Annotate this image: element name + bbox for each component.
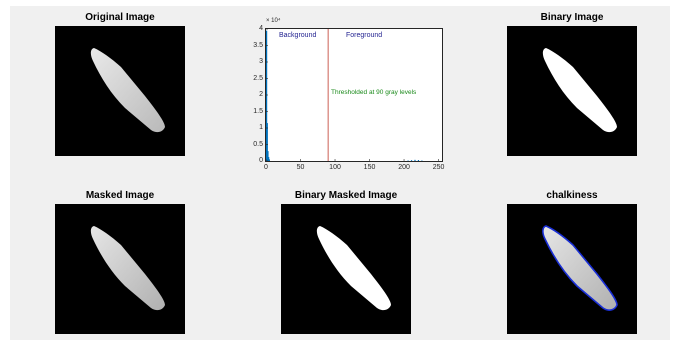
panel-masked: Masked Image xyxy=(55,190,185,334)
histogram-bar xyxy=(410,160,413,161)
x-tick-label: 150 xyxy=(363,164,376,171)
label-background: Background xyxy=(279,32,317,39)
y-tick-label: 2.5 xyxy=(253,74,263,82)
y-tick-label: 2 xyxy=(259,91,263,98)
y-tick-label: 1 xyxy=(259,124,263,131)
y-tick-label: 0 xyxy=(259,157,263,164)
panel-title-chalkiness: chalkiness xyxy=(546,190,598,201)
x-tick-label: 50 xyxy=(296,164,305,171)
y-tick-label: 3 xyxy=(259,58,263,65)
y-tick-label: 3.5 xyxy=(253,41,263,49)
binary-masked-image xyxy=(281,204,411,334)
masked-image xyxy=(55,204,185,334)
panel-original: Original Image xyxy=(55,12,185,156)
x-tick-label: 0 xyxy=(264,164,268,171)
histogram-bar xyxy=(267,151,269,161)
histogram-bar xyxy=(421,160,423,161)
panel-title-binary: Binary Image xyxy=(540,12,604,23)
x-tick-label: 200 xyxy=(398,164,410,171)
y-axis-exponent: × 10⁴ xyxy=(266,18,281,24)
histogram-bar xyxy=(266,30,268,162)
panel-chalkiness: chalkiness xyxy=(507,190,637,334)
panel-title-masked: Masked Image xyxy=(85,190,155,201)
histogram-bar xyxy=(417,160,420,161)
histogram-bar xyxy=(414,159,416,161)
figure-window: Original Image × 10⁴ 0 50 100 150 200 250 0 0.… xyxy=(10,6,670,340)
original-image xyxy=(55,26,185,156)
panel-title-original: Original Image xyxy=(85,12,155,23)
histogram-bar xyxy=(266,123,268,161)
histogram-bar xyxy=(268,159,270,161)
histogram-bar xyxy=(268,157,270,161)
panel-title-binary-masked: Binary Masked Image xyxy=(294,190,398,201)
histogram-plot: × 10⁴ 0 50 100 150 200 250 0 0.5 1 1.5 2 2.5 3 3.5 4 … xyxy=(253,18,444,171)
y-tick-label: 4 xyxy=(259,25,263,32)
x-tick-label: 100 xyxy=(329,164,341,171)
panel-binary-masked: Binary Masked Image xyxy=(281,190,411,334)
label-foreground: Foreground xyxy=(346,32,383,39)
y-tick-label: 1.5 xyxy=(253,107,263,115)
chalkiness-image xyxy=(507,204,637,334)
y-tick-label: 0.5 xyxy=(253,140,263,148)
x-tick-label: 250 xyxy=(432,164,445,171)
binary-image xyxy=(507,26,637,156)
histogram-bar xyxy=(407,160,409,161)
panel-binary: Binary Image xyxy=(507,12,637,156)
label-threshold: Thresholded at 90 gray levels xyxy=(331,89,417,96)
